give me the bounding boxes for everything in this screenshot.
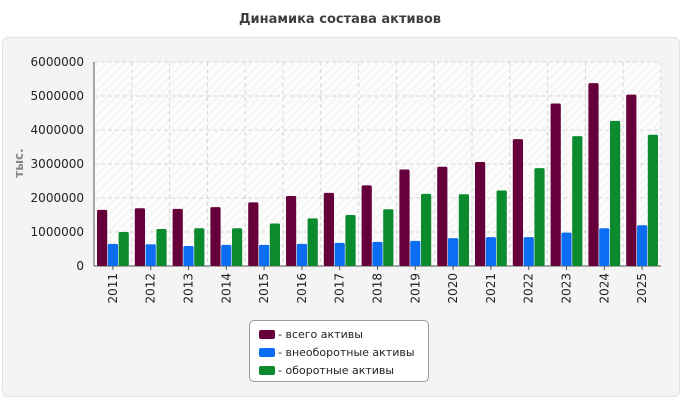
legend-label-total-assets: - всего активы — [278, 327, 363, 341]
bar-current — [458, 194, 469, 266]
bar-current — [572, 136, 583, 266]
bar-total — [475, 161, 486, 266]
bar-total — [399, 169, 410, 266]
y-tick-label: 6000000 — [31, 55, 84, 69]
y-tick-label: 3000000 — [31, 157, 84, 171]
bar-noncurrent — [296, 243, 307, 266]
bar-current — [647, 134, 658, 266]
bar-total — [437, 166, 448, 266]
bar-current — [232, 228, 243, 266]
bar-current — [307, 218, 318, 266]
bar-noncurrent — [107, 243, 118, 266]
bar-current — [610, 120, 621, 266]
x-tick-label: 2025 — [635, 273, 649, 304]
bar-noncurrent — [523, 237, 534, 266]
x-tick-label: 2023 — [560, 273, 574, 304]
y-tick-label: 5000000 — [31, 89, 84, 103]
bar-total — [323, 192, 334, 266]
bar-total — [97, 209, 108, 266]
x-tick-label: 2020 — [446, 273, 460, 304]
x-tick-label: 2017 — [333, 273, 347, 304]
bar-current — [496, 190, 507, 266]
legend-item-current-assets: - оборотные активы — [259, 361, 428, 379]
bar-total — [248, 202, 259, 266]
bar-noncurrent — [599, 228, 610, 266]
bar-total — [172, 208, 183, 266]
y-axis-label: тыс. — [12, 148, 26, 177]
bar-noncurrent — [410, 240, 421, 266]
y-tick-label: 0 — [76, 259, 84, 273]
x-tick-label: 2021 — [484, 273, 498, 304]
bar-current — [534, 168, 545, 266]
bar-current — [383, 209, 394, 266]
legend-label-current-assets: - оборотные активы — [278, 363, 395, 377]
x-tick-label: 2016 — [295, 273, 309, 304]
bar-noncurrent — [637, 225, 648, 266]
x-tick-label: 2022 — [522, 273, 536, 304]
bar-total — [134, 208, 145, 266]
x-tick-label: 2011 — [106, 273, 120, 304]
y-tick-label: 2000000 — [31, 191, 84, 205]
bar-total — [588, 83, 599, 266]
bar-current — [345, 215, 356, 266]
bar-noncurrent — [561, 232, 572, 266]
bar-total — [550, 103, 561, 266]
bar-noncurrent — [448, 238, 459, 266]
bar-total — [626, 94, 637, 266]
x-tick-label: 2013 — [182, 273, 196, 304]
legend-swatch-noncurrent-assets — [259, 347, 275, 357]
x-tick-label: 2014 — [219, 273, 233, 304]
legend-label-noncurrent-assets: - внеоборотные активы — [278, 345, 415, 359]
x-tick-label: 2019 — [408, 273, 422, 304]
bar-total — [210, 207, 221, 266]
bar-current — [421, 193, 432, 266]
bar-current — [156, 228, 167, 266]
bar-noncurrent — [259, 244, 270, 266]
bar-noncurrent — [145, 244, 156, 266]
chart-title: Динамика состава активов — [238, 12, 442, 27]
y-tick-label: 1000000 — [31, 225, 84, 239]
legend: - всего активы - внеоборотные активы - о… — [249, 320, 429, 382]
bar-noncurrent — [485, 237, 496, 266]
bar-total — [512, 139, 523, 266]
x-tick-label: 2012 — [144, 273, 158, 304]
bar-current — [118, 232, 129, 266]
bar-current — [269, 223, 280, 266]
legend-swatch-current-assets — [259, 365, 275, 375]
bar-total — [286, 195, 297, 266]
bar-current — [194, 228, 205, 266]
x-tick-label: 2015 — [257, 273, 271, 304]
bar-noncurrent — [221, 244, 232, 266]
y-tick-label: 4000000 — [31, 123, 84, 137]
legend-item-total-assets: - всего активы — [259, 325, 428, 343]
bar-total — [361, 185, 372, 266]
legend-swatch-total-assets — [259, 329, 275, 339]
bar-noncurrent — [183, 245, 194, 266]
x-tick-label: 2018 — [371, 273, 385, 304]
x-tick-label: 2024 — [597, 273, 611, 304]
bar-noncurrent — [334, 242, 345, 266]
legend-item-noncurrent-assets: - внеоборотные активы — [259, 343, 428, 361]
bar-noncurrent — [372, 241, 383, 266]
